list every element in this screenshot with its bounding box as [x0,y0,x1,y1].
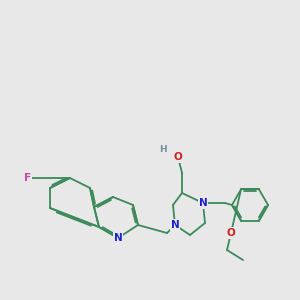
Text: O: O [226,228,236,238]
Text: F: F [24,173,32,183]
Text: O: O [174,152,182,162]
Text: H: H [159,146,167,154]
Text: N: N [199,198,207,208]
Text: N: N [171,220,179,230]
Text: N: N [114,233,122,243]
